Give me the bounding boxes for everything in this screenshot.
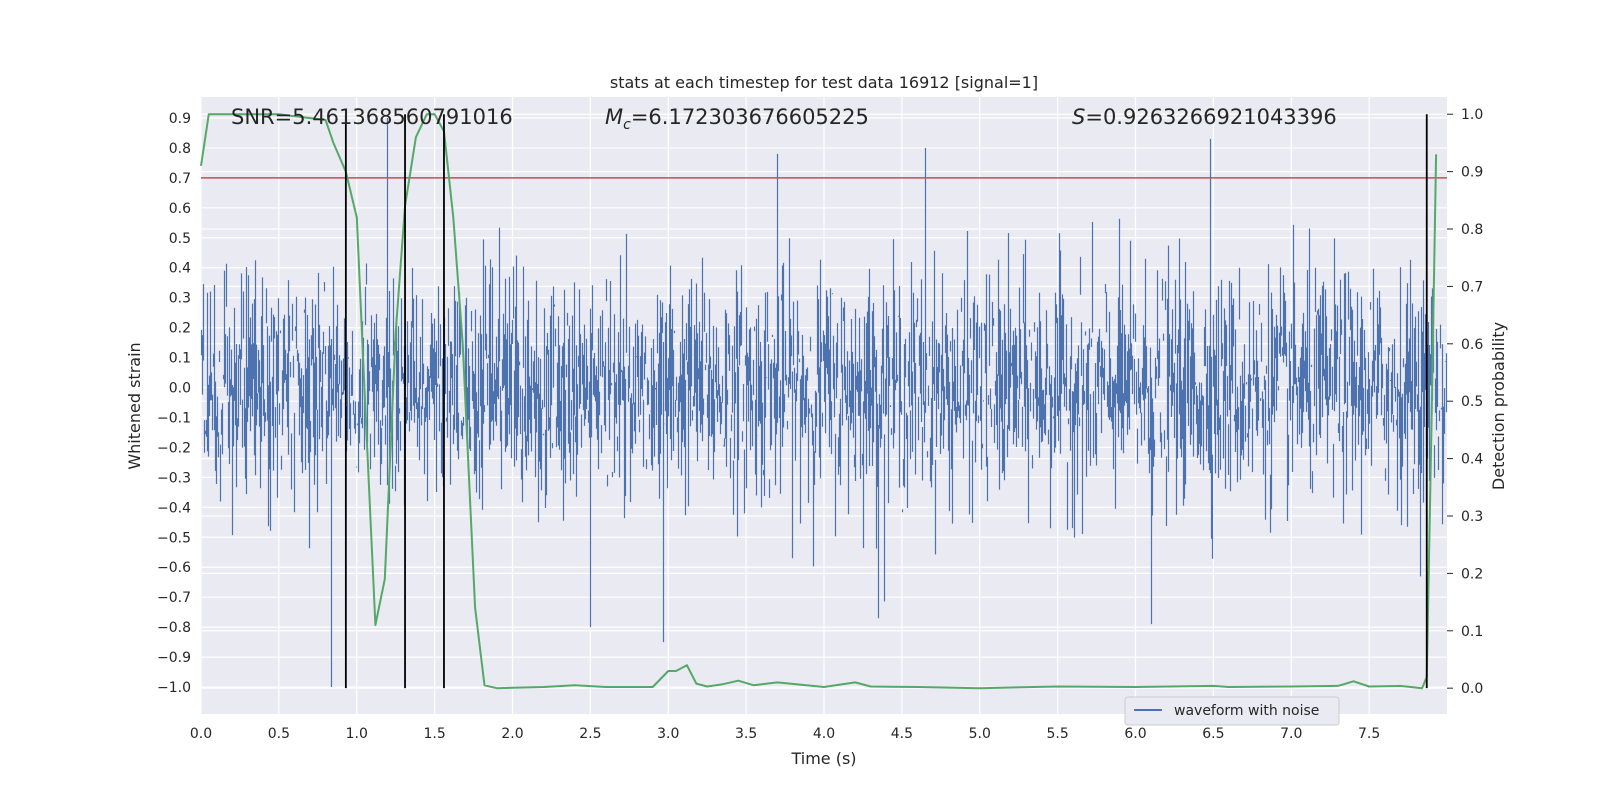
x-tick-label: 1.0 bbox=[346, 726, 368, 742]
y-right-tick-label: 0.5 bbox=[1461, 394, 1483, 410]
y-left-tick-label: 0.5 bbox=[169, 231, 191, 247]
y-axis-left-ticks: −1.0 −0.9 −0.8 −0.7 −0.6 −0.5 −0.4 −0.3 −0.2 −0.1… bbox=[157, 111, 191, 696]
x-tick-label: 1.5 bbox=[423, 726, 445, 742]
x-tick-label: 7.5 bbox=[1358, 726, 1380, 742]
x-tick-label: 7.0 bbox=[1280, 726, 1302, 742]
y-right-tick-label: 0.8 bbox=[1461, 222, 1483, 238]
y-left-tick-label: 0.2 bbox=[169, 321, 191, 337]
y-left-tick-label: 0.8 bbox=[169, 141, 191, 157]
y-left-tick-label: −0.4 bbox=[157, 500, 191, 516]
s-symbol: S bbox=[1072, 105, 1085, 129]
y-right-tick-label: 0.2 bbox=[1461, 566, 1483, 582]
y-left-tick-label: −0.9 bbox=[157, 650, 191, 666]
probability-line bbox=[200, 113, 1438, 690]
y-left-tick-label: −0.7 bbox=[157, 590, 191, 606]
y-left-tick-label: −0.8 bbox=[157, 620, 191, 636]
y-right-tick-label: 0.7 bbox=[1461, 279, 1483, 295]
y-left-tick-label: 0.3 bbox=[169, 291, 191, 307]
y-left-tick-label: 0.7 bbox=[169, 171, 191, 187]
y-left-tick-label: −0.2 bbox=[157, 440, 191, 456]
probability-series bbox=[200, 113, 1438, 690]
y-right-tick-label: 0.0 bbox=[1461, 681, 1483, 697]
y-right-tick-label: 0.3 bbox=[1461, 509, 1483, 525]
x-tick-label: 0.5 bbox=[268, 726, 290, 742]
x-axis-ticks: 0.0 0.5 1.0 1.5 2.0 2.5 3.0 3.5 4.0 4.5 5.0 5.5 6.0 6… bbox=[190, 726, 1380, 742]
legend-box bbox=[1124, 696, 1340, 726]
y-axis-left-label: Whitened strain bbox=[125, 342, 144, 469]
x-tick-label: 2.5 bbox=[579, 726, 601, 742]
vertical-markers bbox=[344, 114, 1428, 689]
legend: waveform with noise bbox=[1124, 696, 1340, 726]
x-tick-label: 4.5 bbox=[891, 726, 913, 742]
x-tick-label: 5.0 bbox=[969, 726, 991, 742]
y-left-tick-label: 0.0 bbox=[169, 381, 191, 397]
x-tick-label: 5.5 bbox=[1046, 726, 1068, 742]
mc-value: =6.172303676605225 bbox=[631, 105, 869, 129]
y-right-tick-label: 0.4 bbox=[1461, 452, 1483, 468]
s-value: =0.9263266921043396 bbox=[1085, 105, 1336, 129]
y-right-tick-label: 0.9 bbox=[1461, 165, 1483, 181]
x-tick-label: 2.0 bbox=[501, 726, 523, 742]
x-tick-label: 3.0 bbox=[657, 726, 679, 742]
waveform-series bbox=[200, 118, 1448, 687]
waveform-line bbox=[200, 118, 1448, 687]
y-left-tick-label: 0.9 bbox=[169, 111, 191, 127]
x-tick-label: 6.0 bbox=[1124, 726, 1146, 742]
y-left-tick-label: 0.4 bbox=[169, 261, 191, 277]
x-tick-label: 6.5 bbox=[1202, 726, 1224, 742]
y-left-tick-label: −0.5 bbox=[157, 530, 191, 546]
mc-annotation: Mc=6.172303676605225 bbox=[605, 105, 869, 133]
x-tick-label: 3.5 bbox=[735, 726, 757, 742]
x-axis-label: Time (s) bbox=[790, 749, 856, 768]
y-right-tick-label: 1.0 bbox=[1461, 107, 1483, 123]
chart-title: stats at each timestep for test data 169… bbox=[610, 73, 1038, 92]
mc-subscript: c bbox=[623, 117, 631, 133]
legend-waveform-label: waveform with noise bbox=[1174, 703, 1319, 719]
y-left-tick-label: 0.1 bbox=[169, 351, 191, 367]
x-tick-label: 4.0 bbox=[813, 726, 835, 742]
s-annotation: S=0.9263266921043396 bbox=[1072, 105, 1337, 129]
y-right-tick-label: 0.1 bbox=[1461, 624, 1483, 640]
y-axis-right-label: Detection probability bbox=[1489, 322, 1508, 490]
x-tick-label: 0.0 bbox=[190, 726, 212, 742]
y-right-tick-label: 0.6 bbox=[1461, 337, 1483, 353]
y-left-tick-label: −1.0 bbox=[157, 680, 191, 696]
y-axis-right-ticks: 0.0 0.1 0.2 0.3 0.4 0.5 0.6 0.7 0.8 0.9 1.0 bbox=[1447, 107, 1483, 697]
y-left-tick-label: 0.6 bbox=[169, 201, 191, 217]
snr-annotation: SNR=5.461368560791016 bbox=[231, 105, 513, 129]
mc-symbol: M bbox=[605, 105, 623, 129]
y-left-tick-label: −0.6 bbox=[157, 560, 191, 576]
y-left-tick-label: −0.1 bbox=[157, 410, 191, 426]
y-left-tick-label: −0.3 bbox=[157, 470, 191, 486]
